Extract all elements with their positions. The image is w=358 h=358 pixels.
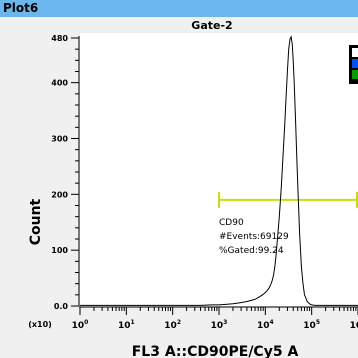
series-layer xyxy=(80,35,358,306)
histogram-chart[interactable]: Gate-2 Count FL3 A::CD90PE/Cy5 A (x10) 1… xyxy=(0,17,358,358)
plot-title: Plot6 xyxy=(3,1,39,15)
plot-title-bar[interactable]: Plot6 xyxy=(0,0,358,17)
y-axis-label: Count xyxy=(28,198,44,245)
y-tick-label: 100 xyxy=(51,246,68,255)
y-axis: 0.0 100 200 300 400 480 xyxy=(51,34,80,311)
histogram-line xyxy=(80,35,358,306)
plot-area[interactable] xyxy=(80,33,358,306)
y-tick-label: 400 xyxy=(51,79,68,88)
x-tick-label: 101 xyxy=(118,319,135,331)
x-tick-label: 102 xyxy=(164,319,181,331)
gate-events-label: #Events:69129 xyxy=(219,232,289,242)
x-axis-label: FL3 A::CD90PE/Cy5 A xyxy=(132,344,299,358)
x-tick-label: 103 xyxy=(211,319,228,331)
gate-name-label: CD90 xyxy=(219,218,244,228)
legend-swatch xyxy=(352,48,358,57)
gate-layer[interactable]: CD90 #Events:69129 %Gated:99.24 xyxy=(218,191,358,256)
legend-swatches xyxy=(349,45,358,84)
y-tick-label: 480 xyxy=(51,34,68,43)
chart-title: Gate-2 xyxy=(191,19,232,32)
y-multiplier-label: (x10) xyxy=(28,320,52,329)
x-axis: 100 101 102 103 104 105 106 xyxy=(72,306,358,331)
x-tick-label: 106 xyxy=(350,319,358,331)
legend-swatch xyxy=(352,59,358,68)
x-tick-label: 100 xyxy=(72,319,89,331)
x-tick-label: 105 xyxy=(303,319,320,331)
x-tick-label: 104 xyxy=(257,319,274,331)
y-tick-label: 200 xyxy=(51,190,68,199)
y-tick-label: 0.0 xyxy=(54,302,69,311)
y-tick-label: 300 xyxy=(51,135,68,144)
gate-percent-label: %Gated:99.24 xyxy=(219,246,284,256)
legend-swatch xyxy=(352,70,358,79)
